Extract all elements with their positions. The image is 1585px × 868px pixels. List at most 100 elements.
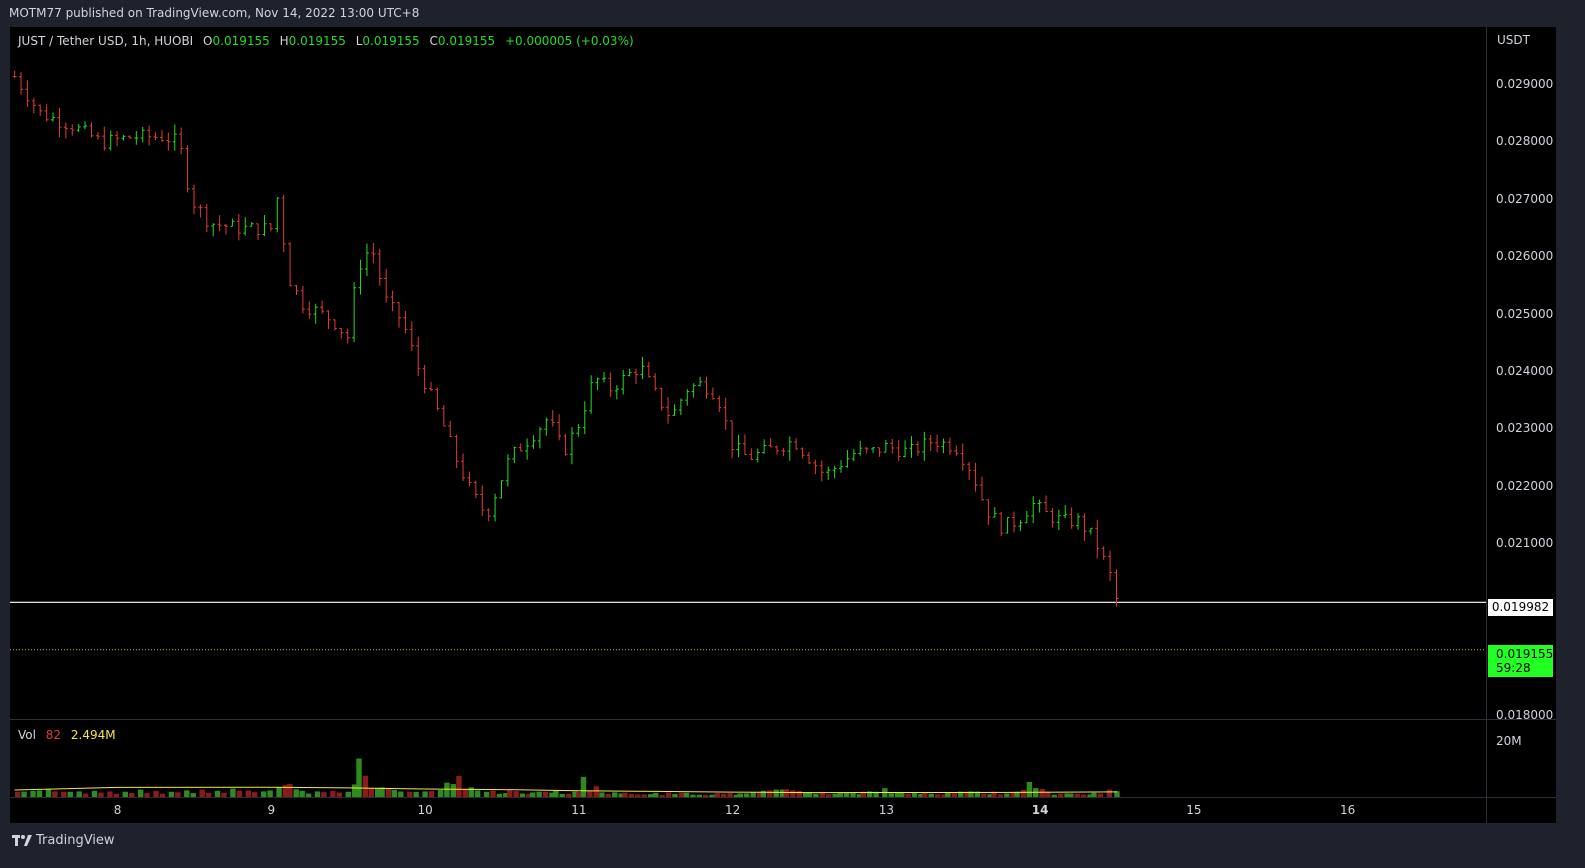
footer: TradingView xyxy=(12,833,115,848)
volume-bar xyxy=(1010,791,1016,797)
volume-bar xyxy=(873,791,879,797)
volume-bar xyxy=(122,791,129,797)
volume-bar xyxy=(612,792,618,797)
volume-bar xyxy=(593,786,600,797)
volume-bar xyxy=(945,792,951,797)
time-axis-tick: 10 xyxy=(417,803,433,817)
time-axis-tick: 11 xyxy=(571,803,587,817)
change-value: +0.000005 (+0.03%) xyxy=(504,34,634,48)
volume-bar xyxy=(385,788,392,797)
volume-bar xyxy=(398,791,404,797)
volume-bar xyxy=(647,794,654,797)
volume-bar xyxy=(1074,793,1080,797)
volume-bar xyxy=(444,782,450,797)
volume-bar xyxy=(129,792,135,797)
volume-bar xyxy=(1039,788,1045,797)
symbol-label[interactable]: JUST / Tether USD, 1h, HUOBI xyxy=(18,34,194,48)
volume-bar xyxy=(659,794,665,797)
volume-bar xyxy=(519,793,526,797)
volume-bar xyxy=(860,791,867,797)
volume-bar xyxy=(968,791,974,797)
volume-bar xyxy=(826,794,832,797)
volume-bar xyxy=(957,791,964,797)
volume-bar xyxy=(683,792,690,797)
volume-bar xyxy=(21,791,27,797)
volume-ma-line xyxy=(14,786,1118,794)
volume-bar xyxy=(214,790,221,797)
volume-bar xyxy=(221,792,227,797)
volume-bar xyxy=(796,790,802,797)
volume-bar xyxy=(867,791,873,797)
volume-bar xyxy=(267,790,273,797)
volume-bar xyxy=(82,793,89,797)
volume-bar xyxy=(806,792,813,797)
currency-label: USDT xyxy=(1497,33,1530,47)
volume-bar xyxy=(462,789,469,797)
low-value: 0.019155 xyxy=(362,34,420,48)
volume-bar xyxy=(236,790,243,797)
volume-bar xyxy=(790,790,796,797)
volume-bar xyxy=(760,790,767,797)
volume-bar xyxy=(605,793,612,797)
volume-bar xyxy=(802,792,809,797)
price-axis-tick: 0.028000 xyxy=(1496,134,1554,149)
volume-bar xyxy=(928,793,934,797)
volume-bar xyxy=(899,792,905,797)
volume-bar xyxy=(437,790,444,797)
volume-bar xyxy=(837,792,843,797)
volume-bar xyxy=(1106,789,1113,797)
volume-bar xyxy=(530,792,536,797)
volume-bar xyxy=(30,790,36,797)
price-axis-divider xyxy=(1486,27,1487,823)
volume-bar xyxy=(1026,781,1033,797)
price-axis-tick: 0.024000 xyxy=(1496,363,1554,378)
volume-bar xyxy=(276,787,282,797)
volume-bar xyxy=(922,792,928,797)
volume-bar xyxy=(576,792,582,797)
volume-bar xyxy=(1114,791,1120,797)
volume-bar xyxy=(159,793,166,797)
volume-bar xyxy=(468,787,474,797)
price-axis-tick: 0.023000 xyxy=(1496,421,1554,436)
volume-bar xyxy=(205,792,212,797)
volume-bar xyxy=(456,776,462,797)
volume-bar xyxy=(773,789,779,797)
volume-bar xyxy=(843,792,850,797)
volume-bar xyxy=(67,791,73,797)
low-label: L xyxy=(355,34,363,48)
volume-bar xyxy=(951,793,957,797)
volume-bar xyxy=(45,789,52,797)
volume-bar xyxy=(107,791,113,797)
price-axis-tick: 0.025000 xyxy=(1496,306,1554,321)
volume-bar xyxy=(314,791,321,797)
volume-bar xyxy=(305,793,312,797)
volume-bar xyxy=(175,792,181,797)
volume-bar xyxy=(856,794,863,797)
bar-countdown: 59:28 xyxy=(1496,661,1531,675)
volume-bar xyxy=(36,790,43,797)
volume-bar xyxy=(628,793,635,797)
volume-bar xyxy=(720,793,727,797)
volume-bar xyxy=(580,776,587,797)
high-label: H xyxy=(279,34,289,48)
volume-bar xyxy=(362,775,369,797)
time-axis-tick: 15 xyxy=(1186,803,1202,817)
chart-svg xyxy=(10,70,1486,797)
chart-area[interactable] xyxy=(10,27,1556,823)
volume-bar xyxy=(987,794,993,797)
volume-label[interactable]: Vol xyxy=(18,728,36,742)
volume-bar xyxy=(153,790,159,797)
volume-value: 2.494M xyxy=(70,728,116,742)
volume-legend: Vol 82 2.494M xyxy=(18,728,116,742)
footer-brand[interactable]: TradingView xyxy=(36,833,115,848)
volume-bar xyxy=(1091,792,1097,797)
volume-bar xyxy=(1080,794,1087,797)
volume-bar xyxy=(379,787,385,797)
close-label: C xyxy=(429,34,438,48)
volume-length: 82 xyxy=(45,728,62,742)
open-value: 0.019155 xyxy=(212,34,270,48)
volume-bar xyxy=(513,791,519,797)
volume-bar xyxy=(245,790,252,797)
volume-axis-tick: 20M xyxy=(1496,734,1522,748)
volume-bar xyxy=(572,791,578,797)
